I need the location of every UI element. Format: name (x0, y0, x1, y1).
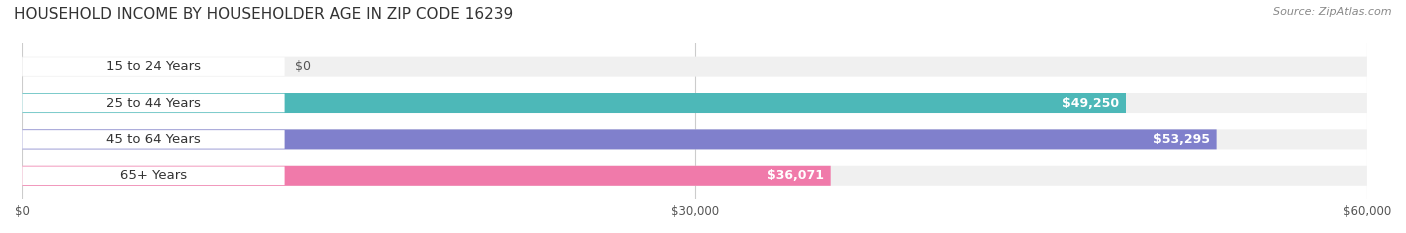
FancyBboxPatch shape (22, 94, 284, 112)
Text: 65+ Years: 65+ Years (120, 169, 187, 182)
Text: 45 to 64 Years: 45 to 64 Years (105, 133, 201, 146)
FancyBboxPatch shape (22, 93, 1126, 113)
Text: HOUSEHOLD INCOME BY HOUSEHOLDER AGE IN ZIP CODE 16239: HOUSEHOLD INCOME BY HOUSEHOLDER AGE IN Z… (14, 7, 513, 22)
Text: $49,250: $49,250 (1062, 96, 1119, 110)
Text: 25 to 44 Years: 25 to 44 Years (105, 96, 201, 110)
Text: $36,071: $36,071 (766, 169, 824, 182)
Text: $0: $0 (295, 60, 311, 73)
FancyBboxPatch shape (22, 57, 1367, 77)
Text: Source: ZipAtlas.com: Source: ZipAtlas.com (1274, 7, 1392, 17)
Text: $53,295: $53,295 (1153, 133, 1211, 146)
FancyBboxPatch shape (22, 167, 284, 185)
FancyBboxPatch shape (22, 93, 1367, 113)
FancyBboxPatch shape (22, 130, 284, 149)
FancyBboxPatch shape (22, 166, 831, 186)
FancyBboxPatch shape (22, 166, 1367, 186)
FancyBboxPatch shape (22, 57, 284, 76)
Text: 15 to 24 Years: 15 to 24 Years (105, 60, 201, 73)
FancyBboxPatch shape (22, 129, 1216, 149)
FancyBboxPatch shape (22, 129, 1367, 149)
